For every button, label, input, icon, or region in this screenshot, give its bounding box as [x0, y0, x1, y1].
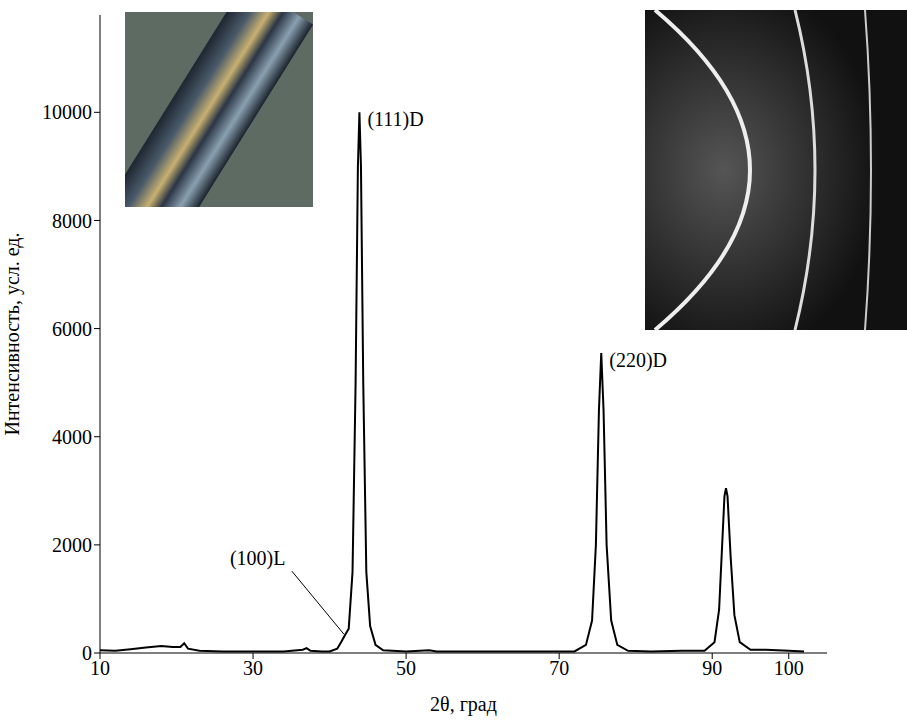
svg-text:(111)D: (111)D — [367, 108, 423, 131]
svg-text:0: 0 — [82, 642, 92, 664]
svg-text:90: 90 — [702, 657, 722, 679]
svg-text:(100)L: (100)L — [230, 547, 286, 570]
svg-text:70: 70 — [549, 657, 569, 679]
svg-text:8000: 8000 — [52, 210, 92, 232]
svg-text:100: 100 — [774, 657, 804, 679]
svg-text:2000: 2000 — [52, 534, 92, 556]
svg-text:(220)D: (220)D — [609, 349, 667, 372]
svg-text:6000: 6000 — [52, 318, 92, 340]
svg-text:Интенсивность, усл. ед.: Интенсивность, усл. ед. — [1, 232, 24, 435]
svg-text:50: 50 — [396, 657, 416, 679]
svg-text:4000: 4000 — [52, 426, 92, 448]
svg-text:30: 30 — [243, 657, 263, 679]
svg-text:2θ, град: 2θ, град — [430, 693, 497, 716]
svg-text:10: 10 — [90, 657, 110, 679]
svg-text:10000: 10000 — [42, 101, 92, 123]
